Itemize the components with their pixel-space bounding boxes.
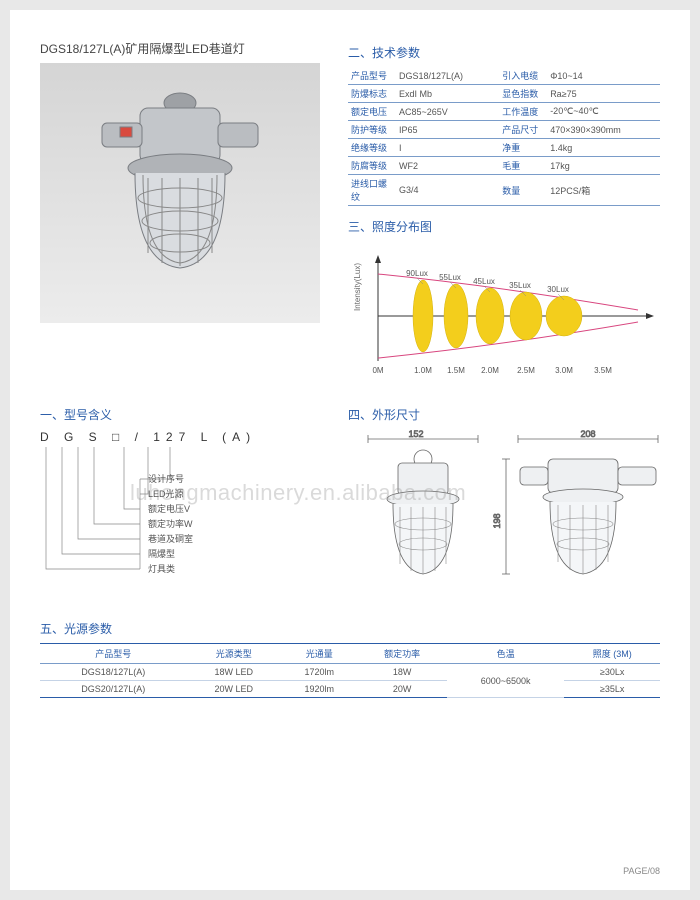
svg-text:35Lux: 35Lux	[509, 281, 531, 290]
svg-text:90Lux: 90Lux	[406, 269, 428, 278]
svg-text:额定功率W: 额定功率W	[148, 518, 193, 529]
page-number: PAGE/08	[623, 866, 660, 876]
svg-text:Intensity(Lux): Intensity(Lux)	[353, 263, 362, 311]
model-meaning-diagram: D G S □ / 127 L (A) 设计序号 LED光源额定电压V 额定功率W 巷…	[40, 429, 330, 579]
svg-text:45Lux: 45Lux	[473, 277, 495, 286]
product-image	[40, 63, 320, 323]
svg-text:灯具类: 灯具类	[148, 563, 175, 574]
spec-table: 产品型号DGS18/127L(A)引入电缆Φ10~14防爆标志ExdI Mb显色…	[348, 67, 660, 206]
svg-text:2.5M: 2.5M	[517, 366, 535, 375]
svg-text:LED光源: LED光源	[148, 488, 184, 499]
light-source-table: 产品型号光源类型光通量额定功率色温照度 (3M) DGS18/127L(A)18…	[40, 643, 660, 698]
svg-text:1.0M: 1.0M	[414, 366, 432, 375]
svg-text:1.5M: 1.5M	[447, 366, 465, 375]
svg-text:30Lux: 30Lux	[547, 285, 569, 294]
svg-text:3.0M: 3.0M	[555, 366, 573, 375]
datasheet-page: DGS18/127L(A)矿用隔爆型LED巷道灯	[10, 10, 690, 890]
svg-text:198: 198	[492, 513, 502, 528]
svg-text:巷道及硐室: 巷道及硐室	[148, 533, 193, 544]
svg-text:152: 152	[408, 429, 423, 439]
section1-title: 一、型号含义	[40, 406, 330, 423]
section2-title: 二、技术参数	[348, 44, 660, 61]
svg-text:55Lux: 55Lux	[439, 273, 461, 282]
svg-text:D G S □ / 127 L (A): D G S □ / 127 L (A)	[40, 430, 256, 444]
dimension-drawing: 152 208	[348, 429, 668, 599]
svg-text:208: 208	[580, 429, 595, 439]
svg-text:隔爆型: 隔爆型	[148, 548, 175, 559]
svg-text:3.5M: 3.5M	[594, 366, 612, 375]
section3-title: 三、照度分布图	[348, 218, 660, 235]
product-title: DGS18/127L(A)矿用隔爆型LED巷道灯	[40, 40, 330, 57]
svg-text:设计序号: 设计序号	[148, 473, 184, 484]
svg-text:2.0M: 2.0M	[481, 366, 499, 375]
svg-text:0M: 0M	[372, 366, 383, 375]
lux-distribution-chart: Intensity(Lux) 90Lux 55Lux 45Lux 35Lux 30Lux 0…	[348, 241, 658, 381]
svg-text:额定电压V: 额定电压V	[148, 503, 190, 514]
section4-title: 四、外形尺寸	[348, 406, 668, 423]
section5-title: 五、光源参数	[40, 620, 660, 637]
